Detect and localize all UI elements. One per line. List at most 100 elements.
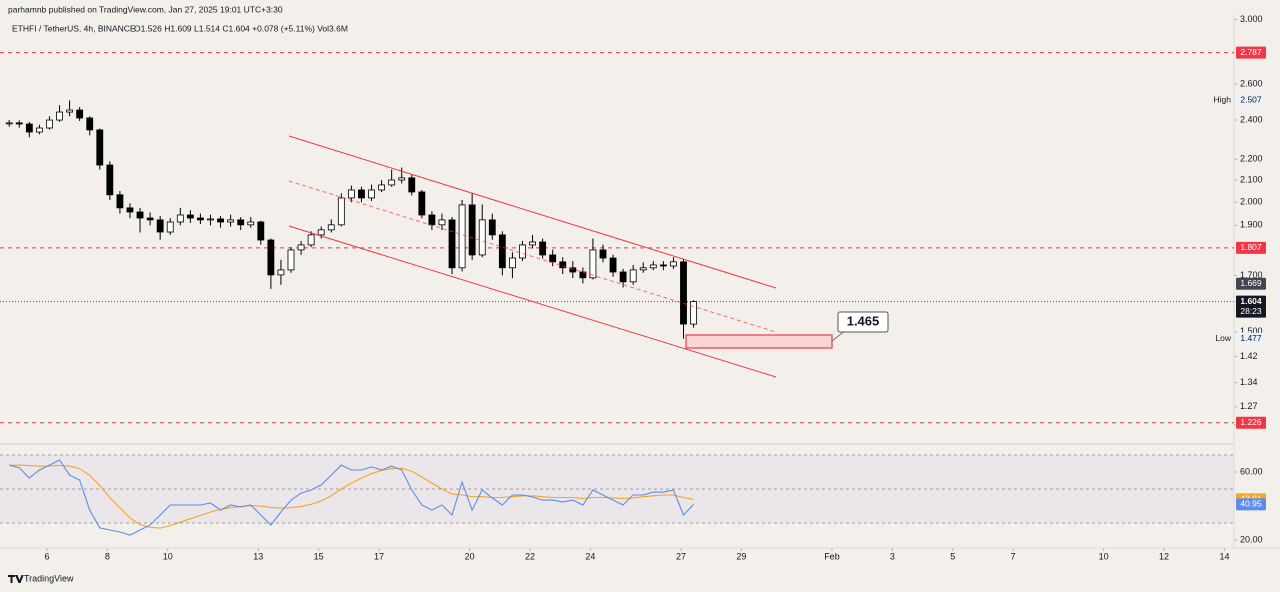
y-tick-label: 1.42 [1240, 351, 1258, 361]
level-label: 1.226 [1240, 417, 1262, 427]
candle-body [46, 119, 53, 129]
candle-body [347, 189, 355, 199]
candle-body [35, 127, 43, 133]
y-tick-label: 1.500 [1240, 326, 1263, 336]
brand: TradingView [24, 573, 74, 583]
level-label-bg [1236, 241, 1266, 254]
candle-body [196, 217, 204, 221]
x-tick-label: 15 [314, 551, 324, 561]
rsi-band [0, 455, 1234, 524]
ohlc: O1.526 H1.609 L1.514 C1.604 +0.078 (+5.1… [134, 23, 348, 33]
candle-body [76, 109, 84, 119]
candle-body [690, 301, 697, 325]
x-tick-label: 29 [736, 551, 746, 561]
candle-body [186, 214, 194, 219]
callout-box [837, 311, 889, 333]
candle-body [136, 211, 144, 219]
x-tick-label: 27 [676, 551, 686, 561]
y-tick-label: 1.700 [1240, 270, 1263, 280]
candle-body [358, 189, 365, 199]
candle-body [25, 123, 33, 133]
candle-body [166, 221, 174, 233]
low-label-bg [1236, 332, 1266, 345]
candle-body [629, 269, 637, 283]
candle-body [368, 189, 375, 199]
candle-body [247, 221, 255, 226]
x-tick-label: 5 [950, 551, 955, 561]
candle-body [589, 249, 597, 279]
high-label: 2.507 [1240, 95, 1262, 105]
candle-body [267, 239, 275, 276]
x-tick-label: 10 [1099, 551, 1109, 561]
low-label: 1.477 [1240, 333, 1262, 343]
candle-body [468, 204, 476, 256]
candle-body [297, 244, 305, 251]
candle-body [327, 224, 335, 231]
y-tick-label: 1.34 [1240, 377, 1258, 387]
candle-body [529, 241, 536, 246]
candle-body [569, 267, 577, 273]
x-tick-label: 14 [1219, 551, 1229, 561]
candle-body [207, 218, 214, 221]
rsi-value-label: 40.95 [1240, 499, 1262, 509]
y-tick-label: 2.600 [1240, 78, 1263, 88]
candle-body [670, 261, 677, 267]
candle-body [398, 177, 406, 181]
candle-body [217, 218, 224, 223]
candle-body [438, 219, 446, 226]
candle-body [418, 191, 426, 216]
x-tick-label: 8 [105, 551, 110, 561]
y-tick-label: 2.100 [1240, 175, 1263, 185]
candle-body [649, 264, 657, 269]
rsi-value-bg [1236, 498, 1266, 511]
y-tick-label: 2.200 [1240, 154, 1263, 164]
candle-body [287, 249, 295, 271]
candle-body [428, 214, 436, 226]
level-label-bg [1236, 416, 1266, 429]
candle-body [458, 204, 466, 269]
candle-body [478, 219, 486, 256]
rsi-y-tick-label: 60.00 [1240, 466, 1263, 476]
current-price-bg [1236, 295, 1266, 318]
x-tick-label: 22 [525, 551, 535, 561]
candle-body [488, 219, 496, 236]
candle-body [639, 267, 647, 271]
y-tick-label: 2.000 [1240, 197, 1263, 207]
level-label-bg [1236, 46, 1266, 59]
x-tick-label: 13 [253, 551, 263, 561]
candle-body [609, 257, 617, 273]
candle-body [498, 234, 506, 269]
candle-body [5, 122, 13, 125]
candle-body [680, 261, 687, 325]
y-tick-label: 1.900 [1240, 220, 1263, 230]
x-tick-label: 12 [1159, 551, 1169, 561]
rsi-line [9, 464, 694, 529]
marker-price-label: 1.669 [1240, 278, 1262, 288]
y-tick-label: 2.400 [1240, 114, 1263, 124]
rsi-line [9, 459, 694, 536]
candle-body [15, 122, 23, 125]
candle-body [408, 177, 416, 193]
candle-body [448, 219, 456, 269]
candle-body [388, 179, 396, 186]
candle-body [86, 117, 94, 131]
current-price-label: 1.604 [1240, 296, 1262, 306]
footer-logo: TradingView [8, 573, 74, 583]
x-tick-label: Feb [824, 551, 840, 561]
candle-body [659, 264, 667, 267]
candle-body [146, 217, 154, 221]
high-tag: High [1214, 95, 1232, 105]
x-tick-label: 17 [374, 551, 384, 561]
candle-body [549, 254, 557, 263]
candle-body [116, 194, 124, 209]
x-tick-label: 3 [890, 551, 895, 561]
symbol: ETHFI / TetherUS, 4h, BINANCE [12, 23, 136, 33]
countdown: 28:23 [1240, 306, 1262, 316]
candle-body [579, 271, 587, 279]
logo-icon [8, 575, 24, 583]
candle-body [176, 214, 184, 223]
candle-body [519, 244, 526, 259]
high-label-bg [1236, 94, 1266, 107]
